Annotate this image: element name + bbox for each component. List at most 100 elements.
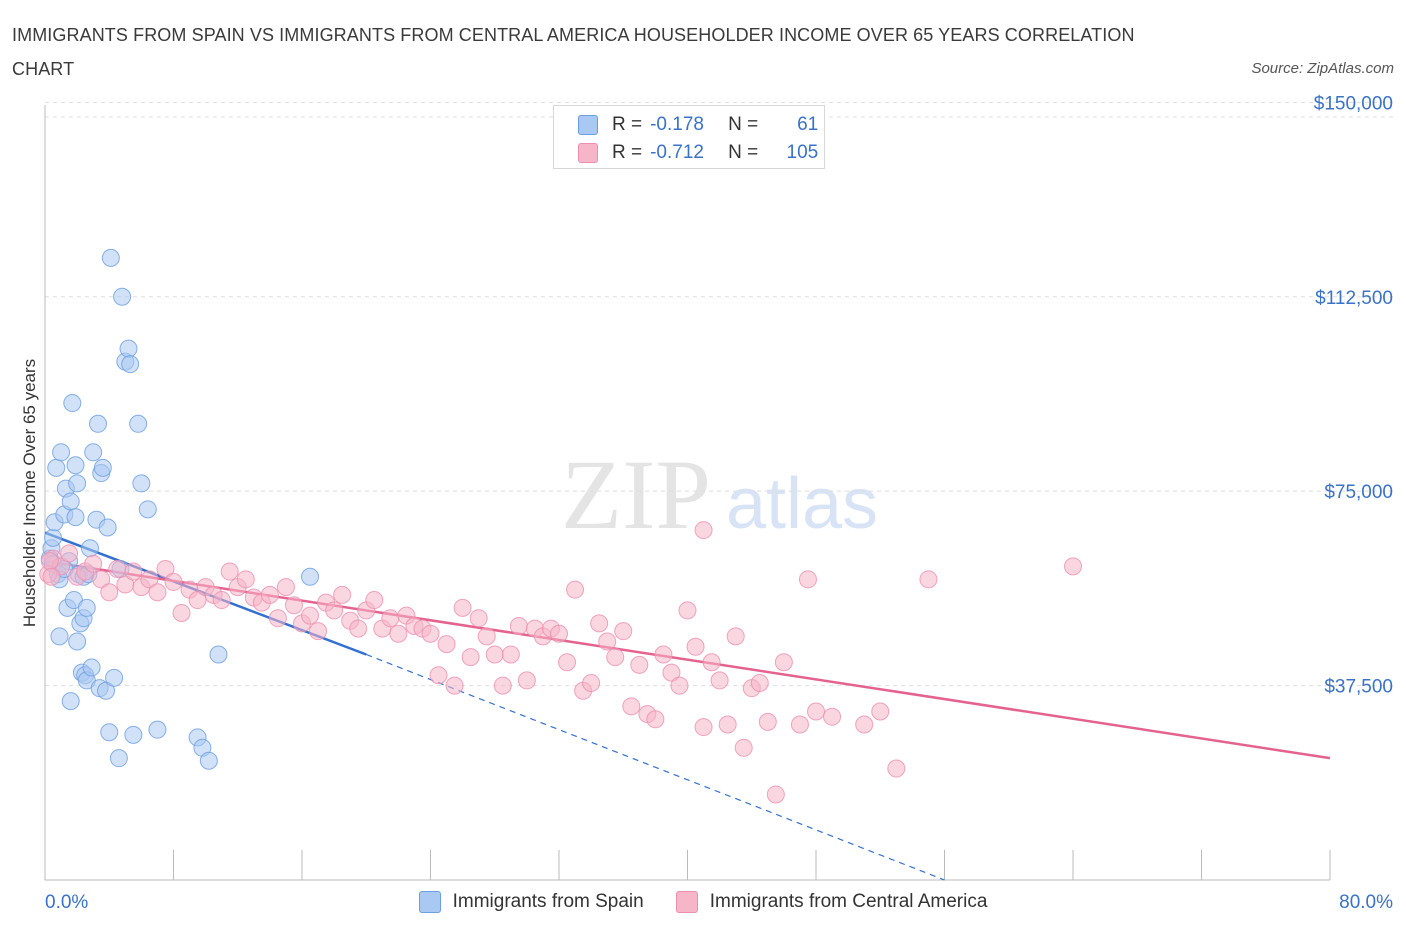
data-point-spain (89, 414, 108, 433)
data-point-central-america (493, 676, 512, 695)
data-point-spain (148, 720, 167, 739)
data-point-central-america (445, 676, 464, 695)
data-point-spain (124, 725, 143, 744)
data-point-central-america (871, 702, 890, 721)
data-point-central-america (807, 702, 825, 721)
data-point-spain (61, 692, 80, 711)
data-point-central-america (694, 718, 713, 737)
data-point-spain (66, 508, 85, 527)
data-point-spain (68, 474, 87, 493)
data-point-central-america (622, 697, 641, 716)
data-point-central-america (654, 645, 673, 664)
data-point-spain (93, 458, 112, 477)
series-label-central-america: Immigrants from Central America (709, 891, 988, 912)
data-point-spain (199, 751, 218, 770)
data-point-central-america (309, 622, 328, 641)
data-point-central-america (84, 554, 103, 573)
data-point-central-america (855, 715, 874, 734)
data-point-central-america (558, 653, 577, 672)
data-point-spain (66, 456, 85, 475)
data-point-central-america (509, 616, 528, 635)
data-point-central-america (758, 712, 777, 731)
data-point-central-america (333, 585, 352, 604)
data-point-central-america (678, 601, 697, 620)
data-point-central-america (702, 653, 721, 672)
data-point-central-america (172, 604, 191, 623)
y-tick-label: $112,500 (1315, 288, 1393, 309)
data-point-central-america (236, 570, 255, 589)
legend-n-value: 61 (797, 114, 819, 135)
chart-title: IMMIGRANTS FROM SPAIN VS IMMIGRANTS FROM… (12, 25, 1135, 79)
data-point-spain (109, 749, 128, 768)
x-tick-label: 0.0% (45, 892, 88, 913)
data-point-central-america (590, 614, 609, 633)
data-point-central-america (164, 572, 183, 591)
data-point-central-america (469, 609, 488, 628)
data-point-central-america (919, 570, 938, 589)
data-point-central-america (42, 567, 61, 586)
data-point-central-america (1064, 557, 1082, 576)
data-point-spain (209, 645, 228, 664)
legend-row-central-america: R = -0.712 N = 105 (578, 140, 818, 166)
data-point-central-america (485, 645, 504, 664)
x-tick-label: 80.0% (1339, 892, 1393, 913)
data-point-central-america (325, 601, 344, 620)
data-point-spain (68, 632, 87, 651)
legend-r-label: R = (612, 114, 643, 135)
data-point-spain (52, 443, 71, 462)
data-point-spain (121, 355, 140, 374)
data-point-central-america (662, 663, 681, 682)
data-point-central-america (710, 671, 729, 690)
data-point-central-america (124, 562, 143, 581)
data-point-central-america (260, 585, 279, 604)
data-point-central-america (606, 648, 625, 667)
data-point-spain (98, 518, 117, 537)
watermark-zip: ZIP (561, 439, 711, 550)
data-point-central-america (774, 653, 793, 672)
data-point-spain (77, 598, 96, 617)
legend-r-label: R = (612, 142, 643, 163)
data-point-central-america (301, 606, 320, 625)
legend-n-value: 105 (786, 142, 819, 163)
data-point-central-america (670, 676, 689, 695)
data-point-spain (119, 339, 138, 358)
data-point-central-america (453, 598, 472, 617)
data-point-central-america (887, 759, 906, 778)
data-point-central-america (60, 544, 79, 563)
y-axis-label: Householder Income Over 65 years (20, 358, 39, 628)
data-point-central-america (718, 715, 737, 734)
legend-r-value: -0.178 (650, 114, 704, 135)
data-point-central-america (389, 624, 408, 643)
data-point-central-america (726, 627, 745, 646)
y-tick-label: $75,000 (1324, 482, 1393, 503)
series-legend-item-central-america: Immigrants from Central America (675, 891, 988, 913)
data-point-central-america (598, 632, 617, 651)
legend-swatch-spain (578, 115, 598, 135)
data-point-central-america (550, 624, 568, 643)
data-point-spain (84, 443, 103, 462)
series-swatch-central-america (675, 891, 698, 913)
data-point-central-america (566, 580, 585, 599)
data-point-central-america (100, 583, 119, 602)
data-point-central-america (349, 619, 368, 638)
data-point-central-america (148, 583, 167, 602)
series-legend: Immigrants from Spain Immigrants from Ce… (0, 888, 1406, 916)
legend-n-label: N = (728, 114, 759, 135)
series-label-spain: Immigrants from Spain (452, 891, 644, 912)
data-point-spain (61, 492, 80, 511)
legend-n-label: N = (728, 142, 759, 163)
data-point-central-america (188, 591, 207, 610)
data-point-central-america (582, 674, 601, 692)
data-point-central-america (268, 609, 287, 628)
data-point-spain (82, 658, 101, 677)
data-point-spain (100, 723, 119, 742)
series-swatch-spain (418, 891, 441, 913)
data-point-spain (129, 414, 148, 433)
data-point-central-america (276, 578, 295, 597)
watermark-atlas: atlas (726, 464, 878, 544)
data-point-central-america (686, 637, 705, 656)
series-legend-item-spain: Immigrants from Spain (418, 891, 644, 913)
data-point-central-america (750, 674, 769, 692)
data-point-central-america (630, 655, 649, 674)
